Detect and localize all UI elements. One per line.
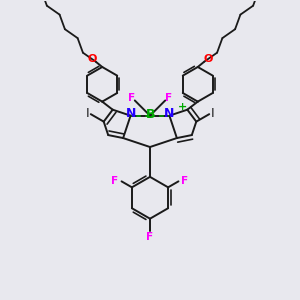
Text: F: F (128, 93, 135, 103)
Text: I: I (85, 107, 89, 120)
Text: O: O (203, 54, 213, 64)
Text: F: F (182, 176, 189, 186)
Text: F: F (111, 176, 118, 186)
Text: O: O (87, 54, 97, 64)
Text: N: N (125, 107, 136, 120)
Text: F: F (165, 93, 172, 103)
Text: F: F (146, 232, 154, 242)
Text: I: I (211, 107, 214, 120)
Text: +: + (178, 102, 188, 112)
Text: B: B (146, 108, 155, 121)
Text: N: N (164, 107, 175, 120)
